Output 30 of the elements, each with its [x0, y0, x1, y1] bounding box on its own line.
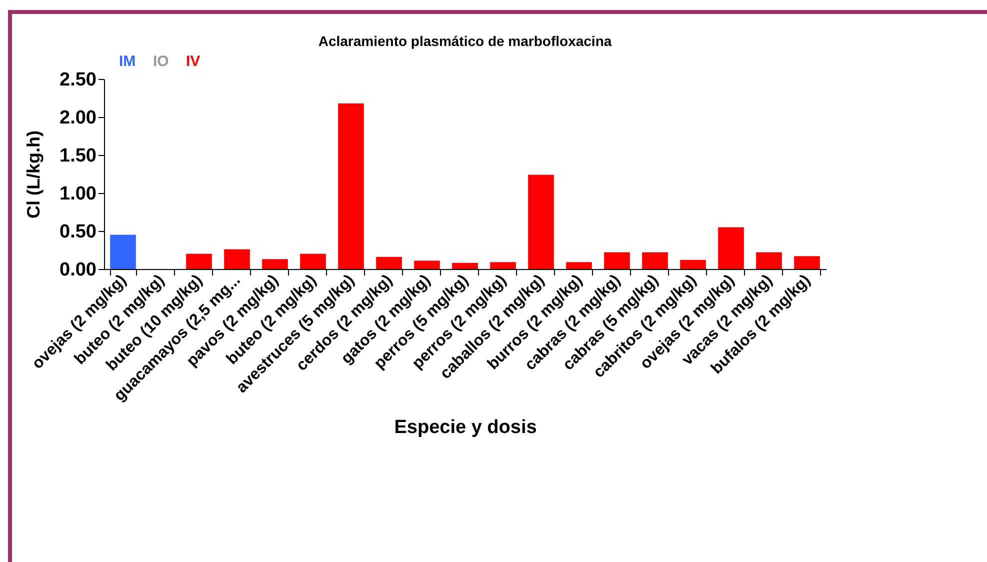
bar: [528, 174, 554, 269]
bar: [794, 256, 820, 269]
bar: [414, 260, 440, 269]
y-tick-label: 2.50: [60, 70, 96, 90]
bar: [680, 260, 706, 269]
bar: [452, 262, 478, 269]
y-tick-label: 0.50: [60, 222, 96, 242]
bar: [604, 252, 630, 269]
x-axis-title: Especie y dosis: [394, 416, 537, 438]
bar: [376, 256, 402, 269]
y-tick-label: 1.50: [60, 146, 96, 166]
bar: [110, 234, 136, 269]
legend-label: IO: [153, 52, 170, 70]
bar: [756, 252, 782, 269]
bar: [566, 262, 592, 269]
y-tick-label: 2.00: [60, 108, 96, 128]
bar: [262, 259, 288, 269]
chart-title: Aclaramiento plasmático de marbofloxacina: [318, 33, 612, 49]
bar: [186, 254, 212, 269]
bar: [642, 252, 668, 269]
y-tick-label: 1.00: [60, 184, 96, 204]
bar: [338, 103, 364, 269]
text: IM: [119, 52, 136, 70]
bar: [718, 227, 744, 269]
bar: [490, 262, 516, 269]
bar: [300, 254, 326, 269]
text: IV: [186, 52, 200, 70]
y-tick-label: 0.00: [60, 260, 96, 280]
y-axis-title: Cl (L/kg.h): [24, 130, 44, 218]
bar: [224, 249, 250, 269]
